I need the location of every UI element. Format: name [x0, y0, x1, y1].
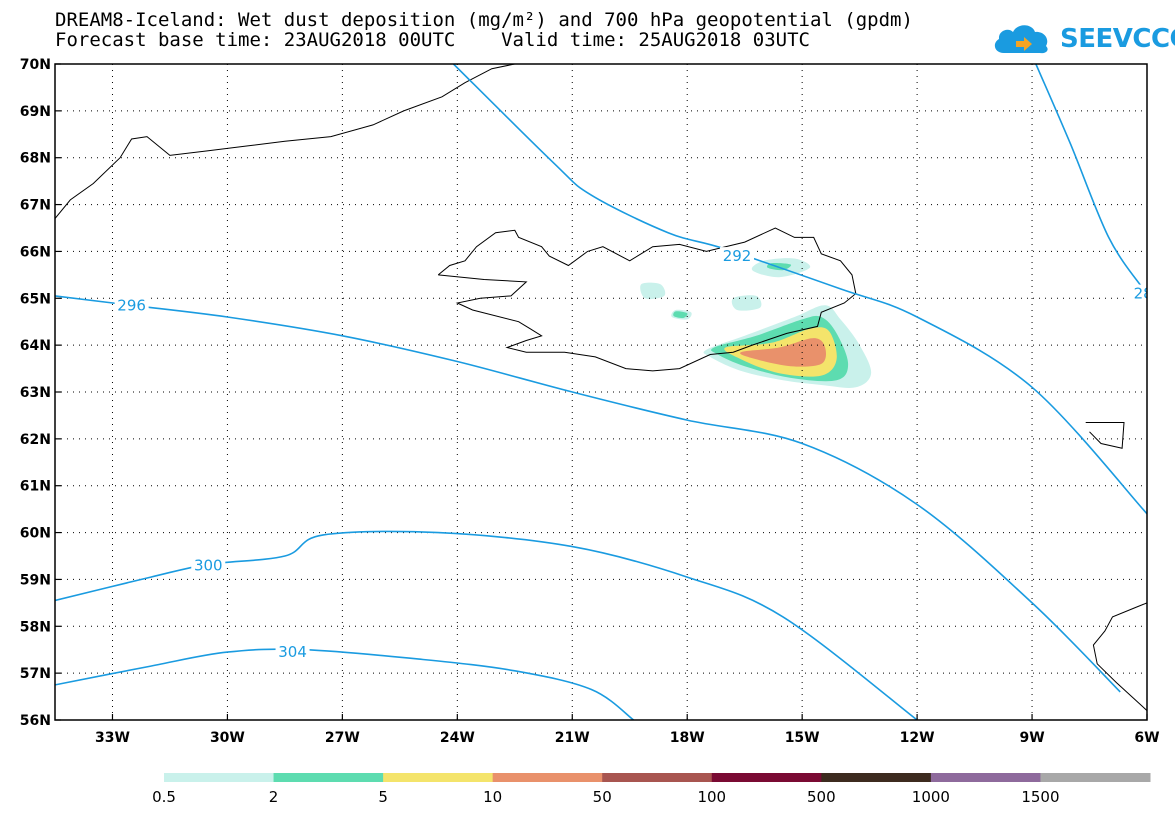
- forecast-time-subtitle: Forecast base time: 23AUG2018 00UTC Vali…: [55, 29, 810, 51]
- lat-tick-label: 66N: [20, 244, 51, 260]
- lat-tick-label: 69N: [20, 104, 51, 120]
- contour-300: [55, 530, 918, 720]
- seevccc-logo: SEEVCCC: [990, 16, 1175, 62]
- lon-tick-label: 21W: [555, 730, 590, 746]
- dust-area-10: [740, 338, 826, 367]
- lon-tick-label: 27W: [325, 730, 360, 746]
- lon-tick-label: 6W: [1134, 730, 1159, 746]
- contour-label-bg: [114, 296, 149, 315]
- colorbar-segment: [1040, 773, 1151, 782]
- lon-tick-label: 18W: [670, 730, 705, 746]
- cloud-arrow-icon: [994, 25, 1048, 54]
- colorbar-label: 500: [807, 788, 836, 806]
- lon-tick-label: 24W: [440, 730, 475, 746]
- coastline-greenland: [55, 64, 515, 219]
- lat-tick-label: 70N: [20, 57, 51, 73]
- dust-area-0_5: [640, 282, 666, 300]
- colorbar-label: 2: [269, 788, 279, 806]
- logo-text: SEEVCCC: [1060, 24, 1175, 54]
- lat-tick-label: 56N: [20, 713, 51, 729]
- colorbar-segment: [711, 773, 822, 782]
- coastline-layer: [55, 64, 1147, 711]
- lat-tick-label: 65N: [20, 291, 51, 307]
- colorbar-segment: [492, 773, 603, 782]
- coastline-scotland: [1092, 602, 1147, 711]
- colorbar-label: 0.5: [152, 788, 176, 806]
- contour-label-bg: [275, 643, 310, 662]
- map-title: DREAM8-Iceland: Wet dust deposition (mg/…: [55, 9, 913, 31]
- colorbar-segment: [164, 773, 275, 782]
- lat-tick-label: 62N: [20, 432, 51, 448]
- colorbar-segment: [602, 773, 713, 782]
- contour-292: [452, 64, 1147, 515]
- dust-area-0_5: [731, 295, 762, 311]
- lat-tick-label: 60N: [20, 526, 51, 542]
- lon-tick-label: 33W: [95, 730, 130, 746]
- colorbar-segment: [273, 773, 384, 782]
- graticule: [55, 64, 1147, 720]
- lat-tick-label: 63N: [20, 385, 51, 401]
- colorbar-label: 1000: [912, 788, 950, 806]
- contour-label-288: 28: [1134, 285, 1153, 303]
- colorbar-segment: [930, 773, 1041, 782]
- contour-label-300: 300: [194, 556, 223, 574]
- lon-tick-label: 15W: [785, 730, 820, 746]
- contour-288: [1035, 64, 1144, 290]
- colorbar-segment: [383, 773, 494, 782]
- dust-area-2: [673, 311, 688, 319]
- colorbar-label: 10: [483, 788, 502, 806]
- lat-tick-label: 59N: [20, 572, 51, 588]
- colorbar-label: 50: [593, 788, 612, 806]
- colorbar: 0.5 2 5 10 50 100 500 1000 1500: [152, 773, 1151, 806]
- contour-label-292: 292: [723, 247, 752, 265]
- coastline-faroe: [1085, 422, 1125, 449]
- colorbar-segment: [821, 773, 932, 782]
- colorbar-label: 100: [697, 788, 726, 806]
- contour-label-bg: [720, 247, 755, 266]
- lon-tick-label: 30W: [210, 730, 245, 746]
- contour-296: [55, 295, 1121, 693]
- lat-tick-label: 58N: [20, 619, 51, 635]
- lat-tick-label: 68N: [20, 151, 51, 167]
- colorbar-label: 1500: [1021, 788, 1059, 806]
- axis-ticks: 33W 30W 27W 24W 21W 18W 15W 12W 9W 6W 70N 69N 68N 67N…: [20, 57, 1160, 746]
- lat-tick-label: 57N: [20, 666, 51, 682]
- lon-tick-label: 12W: [900, 730, 935, 746]
- coastline-iceland: [437, 227, 857, 372]
- contour-304: [55, 648, 635, 720]
- colorbar-label: 5: [378, 788, 388, 806]
- contour-label-296: 296: [117, 296, 146, 314]
- lat-tick-label: 67N: [20, 198, 51, 214]
- contour-label-bg: [191, 556, 226, 575]
- geopotential-contours: 292 28 296 300 304: [55, 64, 1153, 720]
- dust-deposition-layer: [640, 258, 872, 388]
- lat-tick-label: 61N: [20, 479, 51, 495]
- lat-tick-label: 64N: [20, 338, 51, 354]
- contour-label-bg: [1126, 284, 1147, 303]
- lon-tick-label: 9W: [1019, 730, 1044, 746]
- contour-label-304: 304: [278, 643, 307, 661]
